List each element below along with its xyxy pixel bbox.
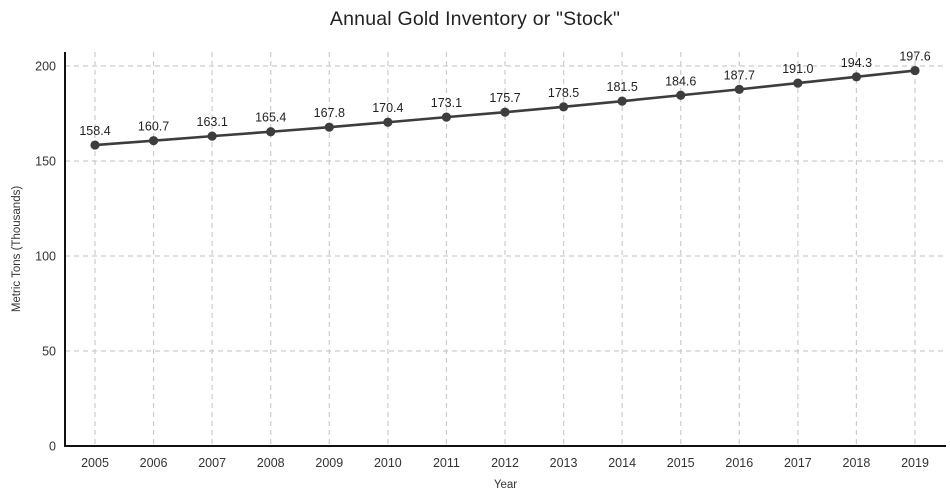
x-tick-label: 2007 [198,456,226,470]
data-point-label: 191.0 [782,62,813,76]
data-point [148,136,159,146]
data-point-label: 158.4 [79,124,110,138]
y-tick-label: 200 [35,60,56,74]
x-tick-label: 2005 [81,456,109,470]
y-tick-label: 100 [35,250,56,264]
data-point [910,65,920,76]
x-tick-label: 2009 [315,456,343,470]
x-tick-label: 2013 [550,456,578,470]
data-point [851,72,862,82]
data-point-label: 181.5 [607,80,638,94]
data-point-label: 170.4 [372,101,403,115]
data-point-label: 178.5 [548,86,579,100]
data-point [676,90,686,100]
x-tick-label: 2011 [433,456,460,470]
x-tick-label: 2008 [257,456,285,470]
data-point-label: 197.6 [899,50,930,64]
x-tick-label: 2019 [901,456,929,470]
data-point-label: 184.6 [665,74,696,88]
x-tick-label: 2012 [491,456,519,470]
data-point-label: 165.4 [255,111,286,125]
x-tick-label: 2018 [843,456,871,470]
y-tick-label: 0 [49,440,56,454]
data-point [441,112,452,122]
x-tick-label: 2017 [784,456,812,470]
data-point-label: 173.1 [431,96,462,110]
data-point [734,84,744,94]
data-point-label: 194.3 [841,56,872,70]
x-tick-label: 2014 [608,456,636,470]
y-tick-label: 50 [42,345,56,359]
data-point [324,122,334,132]
x-tick-label: 2016 [725,456,753,470]
data-point [617,96,627,106]
data-point-label: 163.1 [197,115,228,129]
data-point-label: 175.7 [489,91,520,105]
data-point [793,78,803,88]
chart-title: Annual Gold Inventory or "Stock" [329,8,621,30]
x-tick-label: 2010 [374,456,402,470]
data-point [207,131,217,141]
data-point [558,102,569,112]
data-point [266,127,276,137]
data-point-label: 187.7 [724,68,755,82]
x-tick-label: 2015 [667,456,695,470]
x-tick-label: 2006 [140,456,168,470]
data-point [90,140,100,150]
data-point-label: 160.7 [138,120,169,134]
data-point [383,117,393,127]
x-axis-title: Year [493,479,518,491]
data-point [500,107,510,117]
data-point-label: 167.8 [314,106,345,120]
y-tick-label: 150 [35,155,56,169]
